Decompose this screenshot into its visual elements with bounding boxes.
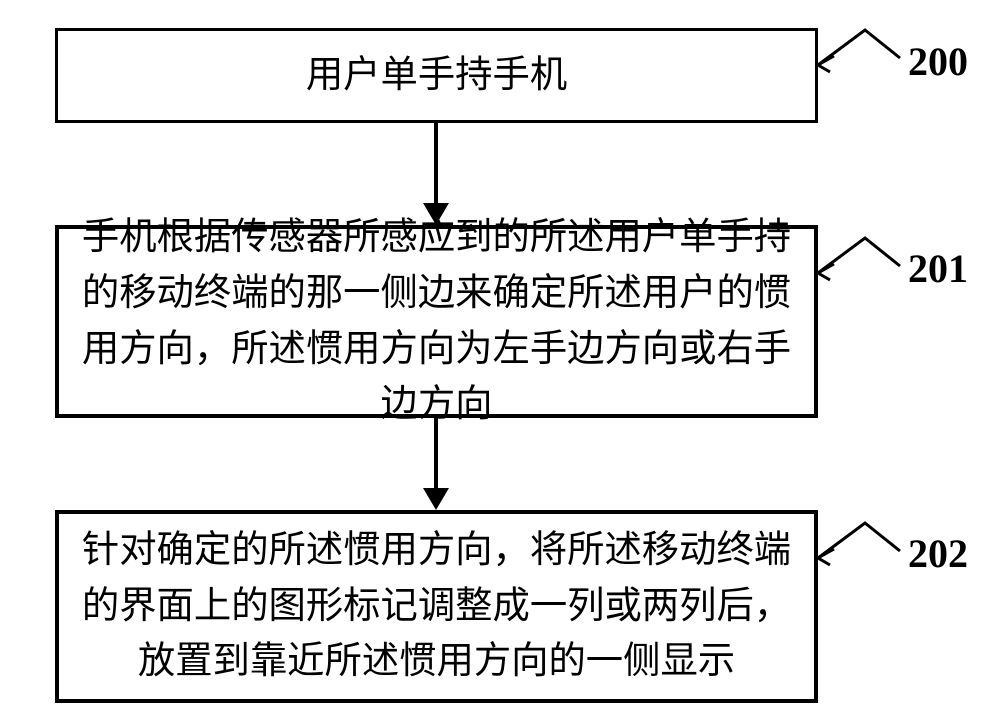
flow-node-label-201: 201 (908, 245, 968, 292)
flowchart-canvas: 用户单手持手机 200 手机根据传感器所感应到的所述用户单手持的移动终端的那一侧边来… (0, 0, 1000, 724)
flow-node-n200: 用户单手持手机 (55, 28, 818, 123)
flow-node-text: 用户单手持手机 (58, 48, 815, 104)
flow-node-text: 手机根据传感器所感应到的所述用户单手持的移动终端的那一侧边来确定所述用户的惯用方… (59, 210, 814, 434)
flow-node-n202: 针对确定的所述惯用方向，将所述移动终端的界面上的图形标记调整成一列或两列后，放置… (55, 510, 818, 703)
flow-node-label-202: 202 (908, 530, 968, 577)
flow-node-label-200: 200 (908, 38, 968, 85)
flow-node-text: 针对确定的所述惯用方向，将所述移动终端的界面上的图形标记调整成一列或两列后，放置… (59, 523, 814, 691)
flow-node-n201: 手机根据传感器所感应到的所述用户单手持的移动终端的那一侧边来确定所述用户的惯用方… (55, 225, 818, 418)
